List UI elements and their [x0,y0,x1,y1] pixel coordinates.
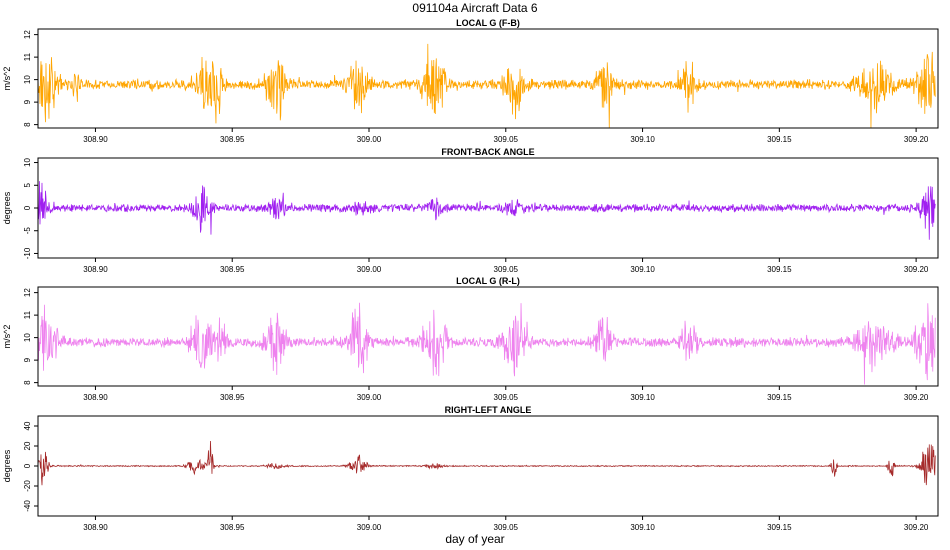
x-tick-label: 309.00 [357,135,382,144]
y-tick-label: 0 [23,205,32,210]
x-tick-label: 309.05 [494,135,519,144]
y-axis-label: degrees [2,191,12,224]
series-line [38,302,936,385]
x-tick-label: 309.15 [767,135,792,144]
panel-title: FRONT-BACK ANGLE [441,147,534,157]
x-tick-label: 309.10 [630,393,655,402]
series-line [38,181,936,240]
y-axis-label: m/s^2 [2,67,12,91]
x-tick-label: 308.90 [83,393,108,402]
x-tick-label: 309.10 [630,265,655,274]
panel-title: LOCAL G (R-L) [456,276,520,286]
x-tick-label: 309.20 [904,393,929,402]
y-tick-label: 10 [23,75,32,84]
y-tick-label: 0 [23,463,32,468]
x-tick-label: 308.95 [220,523,245,532]
y-tick-label: 8 [23,380,32,385]
y-tick-label: -20 [23,480,32,492]
figure-title: 091104a Aircraft Data 6 [412,1,538,15]
x-tick-label: 308.95 [220,135,245,144]
panel-4: RIGHT-LEFT ANGLE degrees -40 -20 0 20 40 308.90… [2,405,939,532]
x-tick-label: 309.05 [494,523,519,532]
x-tick-label: 309.00 [357,265,382,274]
y-tick-label: 12 [23,30,32,39]
y-tick-label: 11 [23,310,32,319]
x-tick-label: 308.90 [83,523,108,532]
x-tick-label: 309.10 [630,135,655,144]
panel-1: LOCAL G (F-B) m/s^2 8 9 10 11 12 308.90 308.95 30… [2,18,939,144]
plot-frame [37,286,939,387]
x-tick-label: 309.00 [357,393,382,402]
x-tick-label: 309.15 [767,265,792,274]
series-line [38,441,936,486]
y-tick-label: -40 [23,500,32,512]
y-tick-label: 5 [23,182,32,187]
y-tick-label: 10 [23,333,32,342]
y-tick-label: 9 [23,357,32,362]
y-tick-label: -10 [23,247,32,259]
y-tick-label: 11 [23,52,32,61]
y-tick-label: -5 [23,227,32,235]
series-line [38,43,936,128]
plot-frame [37,28,939,129]
y-tick-label: 10 [23,158,32,167]
panel-3: LOCAL G (R-L) m/s^2 8 9 10 11 12 308.90 308.95 30… [2,276,939,402]
y-tick-label: 9 [23,99,32,104]
y-tick-label: 20 [23,441,32,450]
x-tick-label: 309.20 [904,523,929,532]
x-tick-label: 309.20 [904,135,929,144]
x-tick-label: 308.95 [220,393,245,402]
x-tick-label: 309.05 [494,265,519,274]
x-tick-label: 309.15 [767,523,792,532]
y-axis-label: degrees [2,449,12,482]
x-tick-label: 309.15 [767,393,792,402]
x-tick-label: 309.00 [357,523,382,532]
x-tick-label: 308.95 [220,265,245,274]
x-tick-label: 309.20 [904,265,929,274]
x-axis-label: day of year [445,532,504,546]
x-tick-label: 309.10 [630,523,655,532]
y-tick-label: 40 [23,421,32,430]
y-tick-label: 12 [23,288,32,297]
panels: LOCAL G (F-B) m/s^2 8 9 10 11 12 308.90 308.95 30… [2,18,939,532]
panel-title: RIGHT-LEFT ANGLE [445,405,532,415]
panel-2: FRONT-BACK ANGLE degrees -10 -5 0 5 10 308.90 30… [2,147,939,274]
x-tick-label: 309.05 [494,393,519,402]
x-tick-label: 308.90 [83,265,108,274]
y-tick-label: 8 [23,122,32,127]
panel-title: LOCAL G (F-B) [456,18,520,28]
y-axis-label: m/s^2 [2,325,12,349]
x-tick-label: 308.90 [83,135,108,144]
